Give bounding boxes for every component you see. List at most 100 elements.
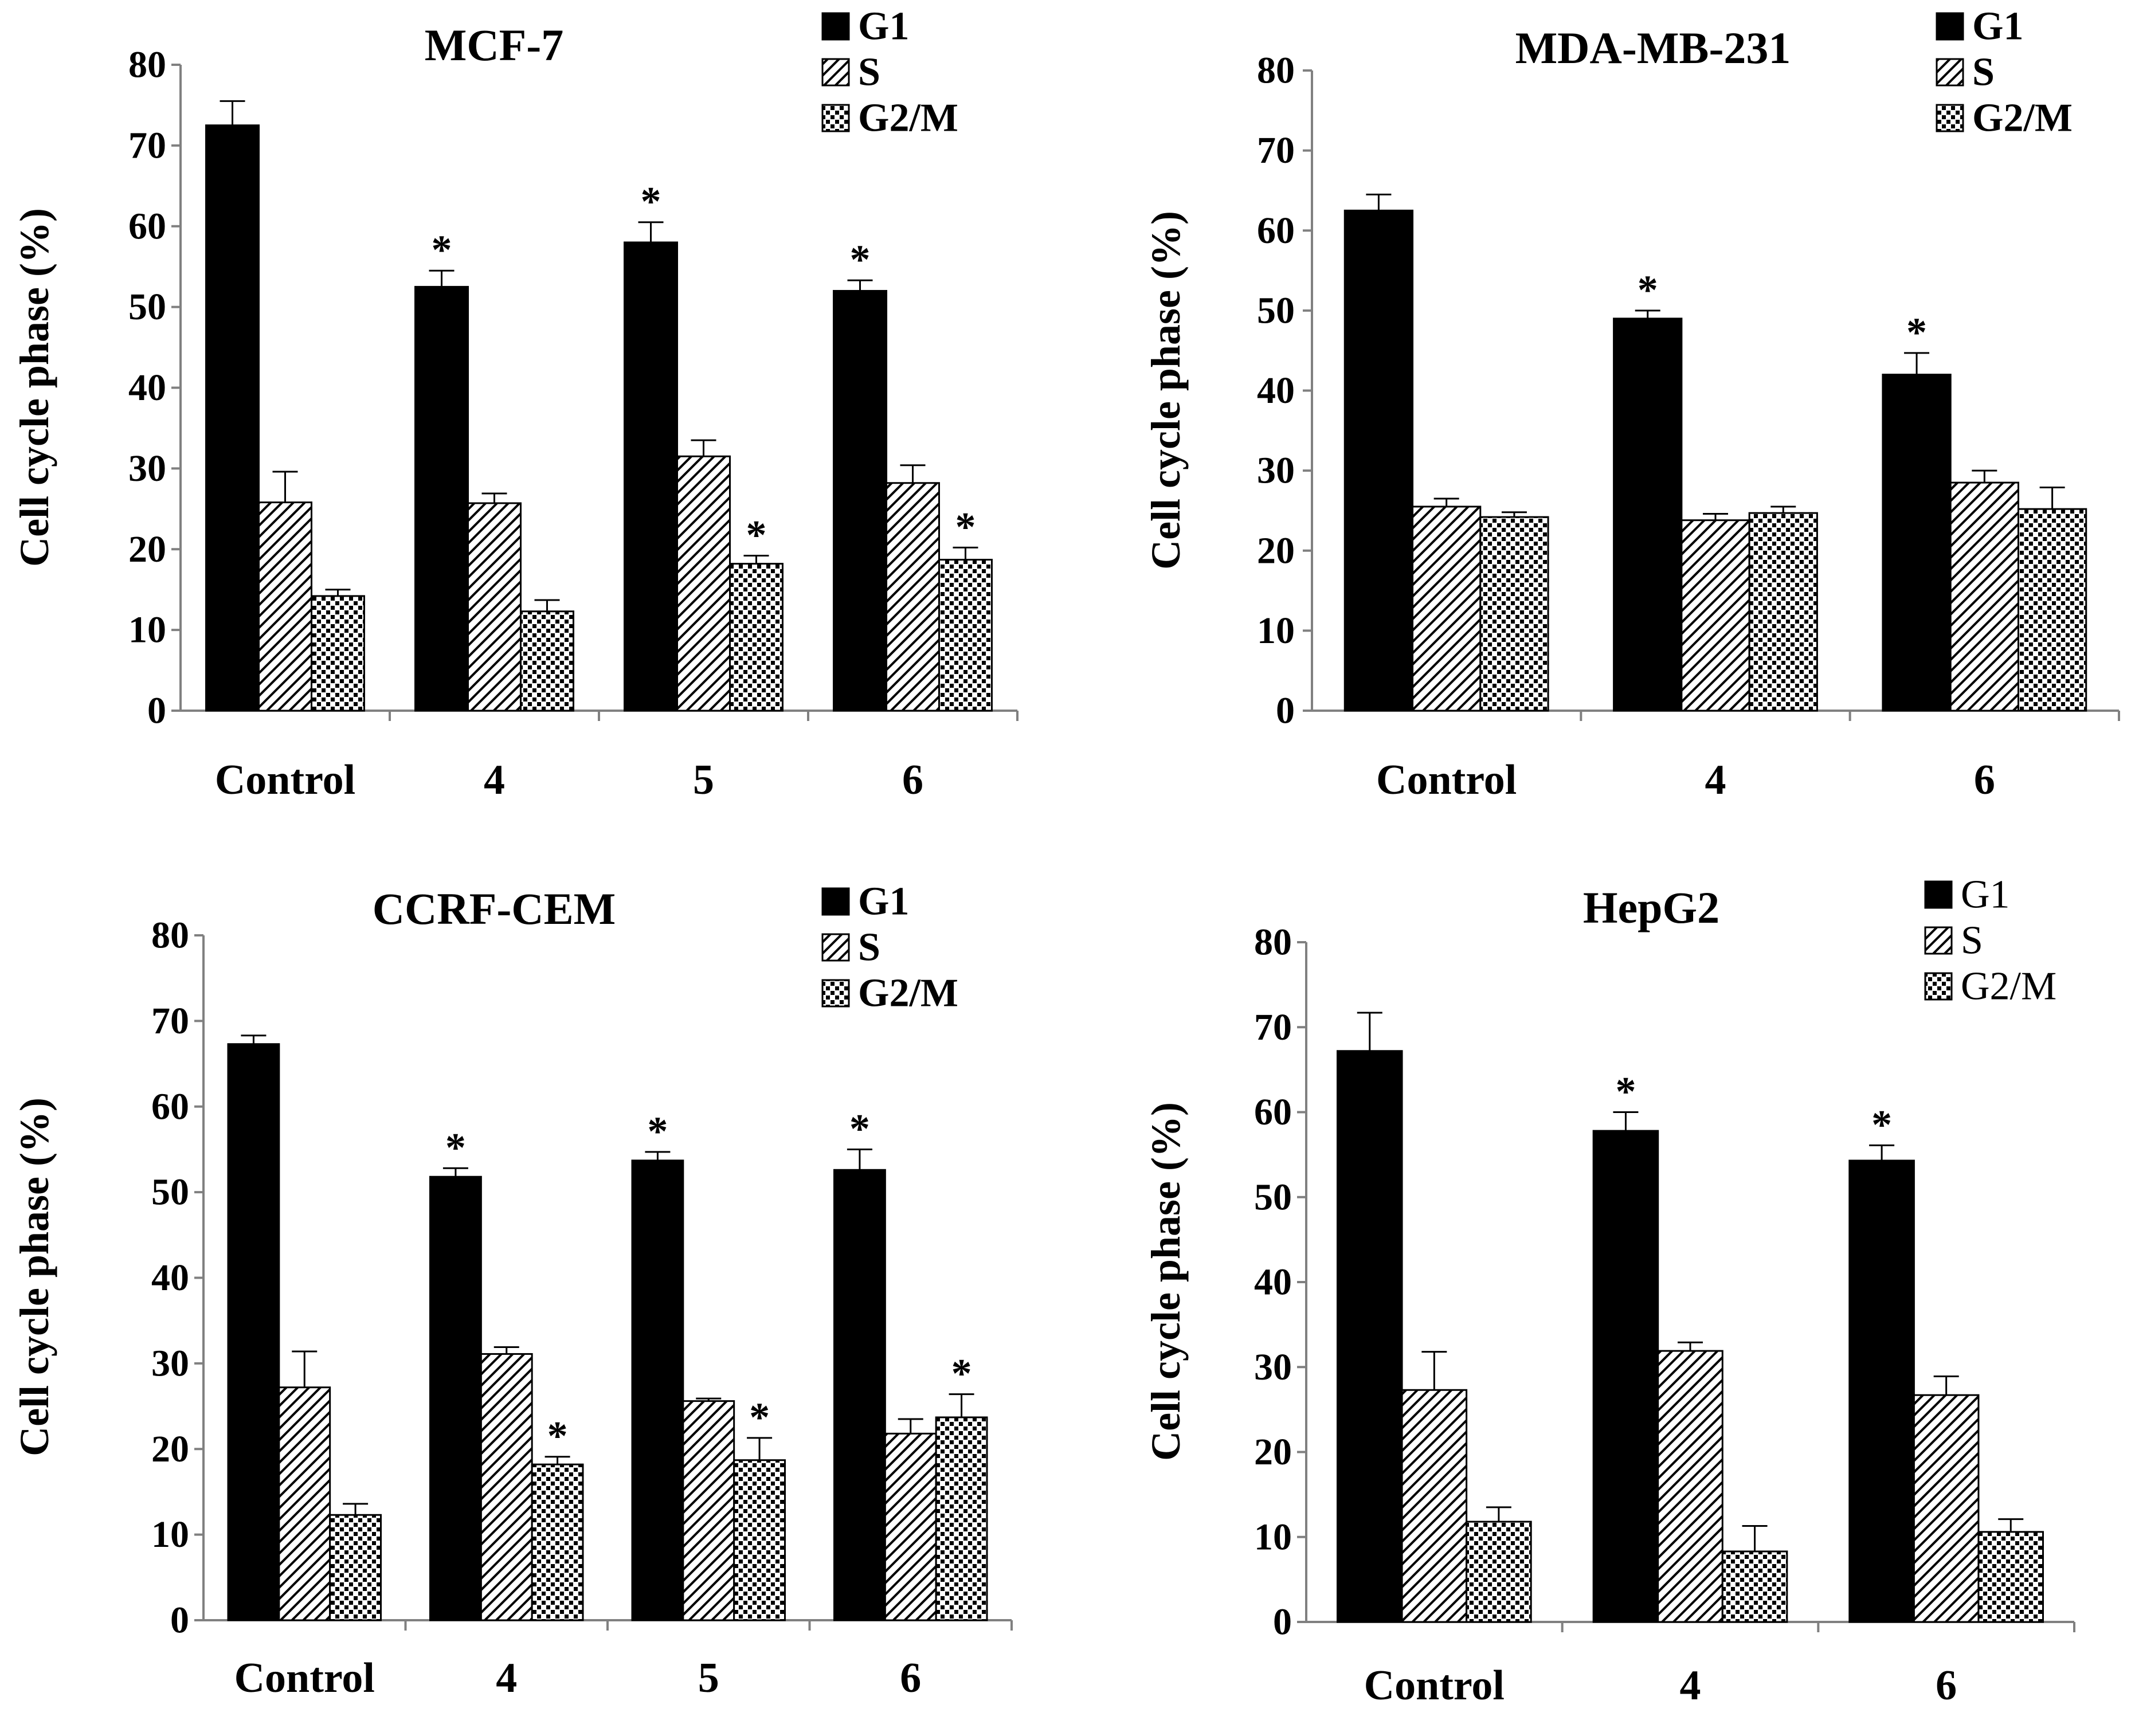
x-category-label: 4: [1705, 757, 1726, 804]
y-tick-label: 80: [128, 44, 166, 86]
significance-asterisk: *: [641, 179, 661, 225]
bar-g2-m-4: [1721, 1550, 1788, 1623]
y-tick-label: 60: [128, 205, 166, 247]
bar-s-6: [1949, 481, 2019, 712]
y-tick-label: 70: [151, 1000, 189, 1042]
y-tick-label: 80: [151, 915, 189, 957]
bar-g2-m-4: [531, 1463, 584, 1621]
bar-s-5: [682, 1400, 735, 1621]
legend-label-s: S: [1961, 919, 1983, 963]
legend-swatch-s: [821, 58, 850, 87]
bar-g2-m-5: [733, 1459, 786, 1621]
bar-g1-5: [631, 1159, 684, 1621]
bar-g1-5: [624, 241, 679, 712]
significance-asterisk: *: [749, 1394, 770, 1440]
legend-swatch-g2-m: [821, 979, 850, 1008]
y-tick-label: 60: [1257, 210, 1295, 252]
x-category-label: Control: [215, 757, 355, 804]
y-axis-label: Cell cycle phase (%): [11, 208, 57, 567]
y-tick-label: 10: [151, 1514, 189, 1555]
x-category-label: 6: [1936, 1662, 1957, 1709]
y-tick-label: 40: [1254, 1261, 1292, 1303]
bar-g1-4: [429, 1175, 482, 1621]
legend-swatch-g1: [821, 12, 850, 41]
bar-g2-m-control: [1466, 1521, 1532, 1623]
y-tick-label: 0: [147, 690, 166, 732]
x-category-label: 6: [1974, 757, 1995, 804]
chart-svg-ccrf-cem: CCRF-CEM Cell cycle phase (%) 0 10 20 30 40 50 6…: [11, 880, 1013, 1702]
bar-g2-m-6: [935, 1416, 988, 1621]
y-tick-label: 30: [1254, 1346, 1292, 1388]
legend-label-g1: G1: [858, 880, 909, 924]
x-category-label: 4: [1680, 1662, 1701, 1709]
bar-g2-m-control: [310, 595, 365, 712]
bar-g2-m-6: [1977, 1531, 2044, 1623]
bar-g1-control: [1343, 209, 1414, 712]
significance-asterisk: *: [746, 512, 766, 558]
y-tick-label: 0: [1273, 1601, 1292, 1643]
bar-g1-6: [1848, 1159, 1915, 1623]
x-category-label: Control: [234, 1655, 375, 1702]
bar-g2-m-6: [2017, 508, 2087, 712]
bar-s-control: [278, 1386, 331, 1621]
y-tick-label: 70: [128, 124, 166, 166]
chart-panel-mda-mb-231: MDA-MB-231 Cell cycle phase (%) 0 10 20 30 40 5…: [1066, 0, 2131, 867]
bar-g1-4: [1613, 318, 1683, 712]
y-tick-label: 20: [1254, 1431, 1292, 1473]
bar-g1-6: [833, 1169, 886, 1621]
y-tick-label: 70: [1254, 1006, 1292, 1048]
bar-g1-control: [227, 1043, 280, 1621]
bar-s-4: [1657, 1350, 1723, 1623]
legend-swatch-s: [1924, 926, 1953, 955]
bar-s-6: [884, 1432, 937, 1621]
y-tick-label: 30: [151, 1342, 189, 1384]
legend-label-g1: G1: [858, 5, 909, 49]
legend-label-s: S: [1972, 50, 1995, 95]
y-tick-label: 20: [1257, 530, 1295, 571]
bar-s-6: [1913, 1394, 1980, 1623]
legend-label-g2-m: G2/M: [858, 971, 958, 1016]
bar-g2-m-4: [1748, 512, 1818, 712]
significance-asterisk: *: [445, 1124, 466, 1170]
bar-s-control: [1412, 505, 1482, 712]
y-tick-label: 10: [1257, 610, 1295, 652]
x-category-label: Control: [1376, 757, 1517, 804]
significance-asterisk: *: [547, 1413, 568, 1459]
significance-asterisk: *: [850, 237, 871, 283]
y-tick-label: 0: [170, 1600, 189, 1641]
y-tick-label: 50: [1254, 1176, 1292, 1218]
legend-swatch-g2-m: [821, 104, 850, 132]
y-tick-label: 20: [151, 1428, 189, 1470]
y-tick-label: 40: [151, 1257, 189, 1299]
y-tick-label: 10: [128, 609, 166, 651]
bar-g2-m-4: [519, 610, 574, 712]
bar-g2-m-6: [938, 559, 993, 712]
y-tick-label: 30: [128, 448, 166, 489]
legend-label-g2-m: G2/M: [1972, 96, 2073, 140]
y-tick-label: 40: [1257, 370, 1295, 412]
bar-g1-6: [833, 289, 888, 712]
chart-title: MDA-MB-231: [1515, 23, 1791, 73]
y-axis-label: Cell cycle phase (%): [11, 1098, 57, 1456]
bar-g1-control: [1336, 1050, 1403, 1623]
x-category-label: 4: [484, 757, 505, 804]
legend-label-s: S: [858, 50, 880, 95]
bar-g1-4: [1592, 1130, 1659, 1623]
bar-s-control: [1401, 1389, 1468, 1623]
y-tick-label: 60: [1254, 1091, 1292, 1133]
chart-svg-mcf7: MCF-7 Cell cycle phase (%) 0 10 20 30 40 50 60 70…: [11, 5, 1019, 804]
y-tick-label: 80: [1257, 50, 1295, 92]
y-tick-label: 50: [128, 286, 166, 328]
legend-swatch-g1: [1924, 880, 1953, 909]
chart-panel-ccrf-cem: CCRF-CEM Cell cycle phase (%) 0 10 20 30 40 50 6…: [0, 867, 1066, 1733]
legend-swatch-g2-m: [1924, 972, 1953, 1001]
bar-s-6: [886, 482, 940, 712]
significance-asterisk: *: [1906, 309, 1927, 355]
legend-label-g2-m: G2/M: [1961, 965, 2056, 1009]
chart-title: CCRF-CEM: [373, 884, 616, 934]
bar-g2-m-5: [728, 563, 784, 712]
legend-label-g1: G1: [1972, 5, 2023, 49]
bar-s-4: [1680, 519, 1750, 712]
x-category-label: 5: [693, 757, 714, 804]
